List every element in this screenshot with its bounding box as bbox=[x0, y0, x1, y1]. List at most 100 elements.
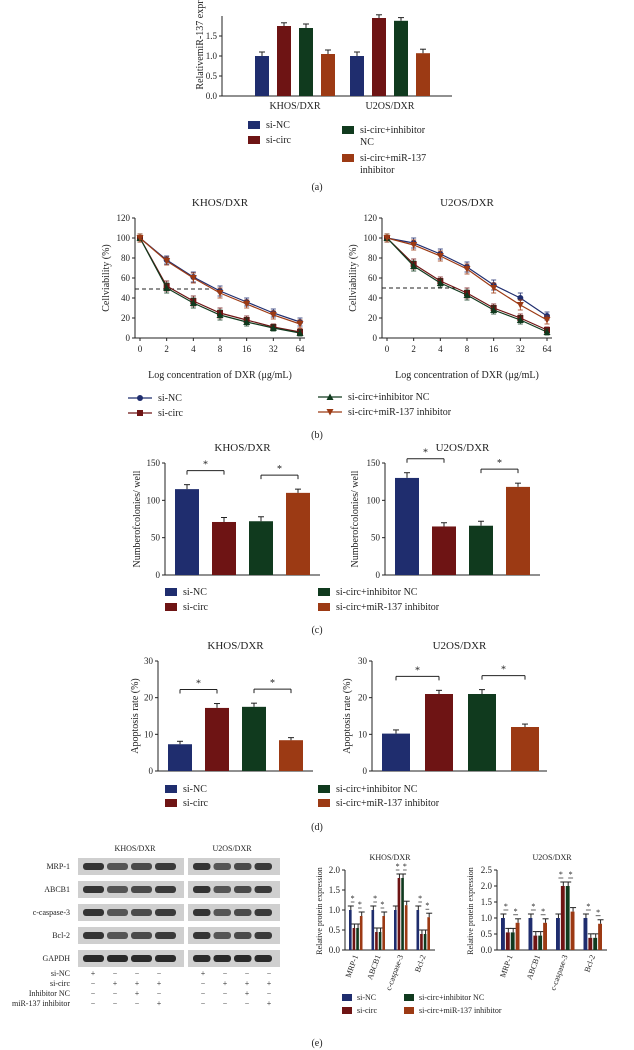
panel-label-d: (d) bbox=[311, 822, 323, 833]
e1-title: KHOS/DXR bbox=[370, 853, 412, 862]
e1-significance-star: * bbox=[425, 901, 429, 910]
wb-cell-line-label: KHOS/DXR bbox=[115, 844, 157, 853]
a-bar bbox=[255, 56, 269, 96]
wb-condition-mark: − bbox=[201, 979, 206, 988]
c2-y-tick-label: 50 bbox=[371, 533, 381, 543]
wb-condition-mark: + bbox=[245, 979, 250, 988]
c-legend-label: si-NC bbox=[183, 587, 207, 598]
wb-band bbox=[131, 886, 152, 893]
b2-y-tick-label: 80 bbox=[368, 253, 378, 263]
wb-band bbox=[83, 955, 104, 962]
d1-bar bbox=[279, 740, 303, 771]
c2-title: U2OS/DXR bbox=[436, 442, 490, 454]
wb-band bbox=[83, 886, 104, 893]
e1-bar bbox=[423, 934, 427, 950]
b1-data-point bbox=[163, 284, 171, 291]
b2-data-point bbox=[410, 262, 418, 269]
e-legend-swatch bbox=[342, 1007, 352, 1014]
e1-significance-star: * bbox=[380, 900, 384, 909]
b-legend-marker bbox=[326, 409, 334, 416]
a-y-tick-label: 0.5 bbox=[206, 71, 218, 81]
d1-y-tick-label: 30 bbox=[144, 656, 154, 666]
c1-bar bbox=[175, 489, 199, 575]
e1-bar bbox=[349, 910, 352, 950]
e2-significance-star: * bbox=[514, 907, 518, 916]
d2-y-label: Apoptosis rate (%) bbox=[342, 678, 353, 754]
wb-condition-label: si-NC bbox=[51, 969, 70, 978]
e2-bar bbox=[543, 922, 547, 950]
d2-y-tick-label: 0 bbox=[363, 766, 368, 776]
e1-bar bbox=[378, 932, 382, 950]
wb-condition-mark: + bbox=[135, 989, 140, 998]
c-legend-swatch bbox=[165, 588, 177, 596]
d2-y-tick-label: 20 bbox=[358, 693, 368, 703]
e1-significance-star: * bbox=[351, 894, 355, 903]
b1-data-point bbox=[216, 290, 224, 297]
wb-band bbox=[193, 909, 211, 916]
a-legend-label: si-circ bbox=[266, 135, 292, 146]
e1-y-tick-label: 0.5 bbox=[329, 925, 341, 935]
wb-band bbox=[107, 955, 128, 962]
wb-condition-mark: − bbox=[91, 999, 96, 1008]
b2-y-tick-label: 40 bbox=[368, 293, 378, 303]
b2-series-line bbox=[386, 237, 548, 321]
e1-category-label: c-caspase-3 bbox=[384, 954, 405, 992]
wb-band bbox=[131, 909, 152, 916]
e2-bar bbox=[560, 886, 565, 950]
a-bar bbox=[350, 56, 364, 96]
wb-condition-mark: − bbox=[135, 999, 140, 1008]
e2-bar bbox=[565, 886, 570, 950]
a-legend-swatch bbox=[342, 126, 354, 134]
e1-category-label: Bcl-2 bbox=[413, 954, 428, 974]
b2-y-tick-label: 60 bbox=[368, 273, 378, 283]
e-legend-label: si-circ+inhibitor NC bbox=[419, 993, 484, 1002]
e1-bar bbox=[394, 910, 397, 950]
e1-bar bbox=[382, 916, 385, 950]
e2-y-tick-label: 2.5 bbox=[481, 865, 493, 875]
a-legend-label: si-circ+miR-137 inhibitor bbox=[360, 153, 426, 176]
d1-bar bbox=[242, 706, 266, 771]
c1-y-tick-label: 50 bbox=[151, 533, 161, 543]
wb-band bbox=[107, 886, 128, 893]
b2-data-point bbox=[490, 306, 498, 313]
b2-y-tick-label: 100 bbox=[364, 233, 378, 243]
a-legend-label: si-circ+inhibitor NC bbox=[360, 125, 426, 148]
b1-x-tick-label: 2 bbox=[164, 344, 169, 354]
c2-bar bbox=[469, 525, 493, 575]
e2-y-tick-label: 1.5 bbox=[481, 897, 493, 907]
e2-significance-star: * bbox=[596, 908, 600, 917]
e1-bar bbox=[352, 928, 356, 950]
e2-bar bbox=[598, 923, 602, 950]
wb-band bbox=[213, 886, 231, 893]
c1-significance-star: * bbox=[203, 460, 208, 471]
e1-y-tick-label: 2.0 bbox=[329, 865, 341, 875]
b1-data-point bbox=[189, 299, 197, 306]
c1-bar bbox=[286, 492, 310, 575]
wb-condition-mark: − bbox=[223, 969, 228, 978]
wb-band bbox=[254, 909, 272, 916]
wb-cell-line-label: U2OS/DXR bbox=[212, 844, 252, 853]
wb-protein-label: c-caspase-3 bbox=[33, 908, 70, 917]
b1-x-tick-label: 0 bbox=[138, 344, 143, 354]
wb-band bbox=[131, 955, 152, 962]
e1-y-tick-label: 1.5 bbox=[329, 885, 341, 895]
b1-x-tick-label: 32 bbox=[269, 344, 278, 354]
c2-y-tick-label: 100 bbox=[367, 495, 381, 505]
d2-y-tick-label: 30 bbox=[358, 656, 368, 666]
d-legend-swatch bbox=[165, 799, 177, 807]
e2-significance-star: * bbox=[531, 902, 535, 911]
e2-y-label: Relative protein expression bbox=[466, 867, 475, 955]
e1-category-label: MRP-1 bbox=[344, 954, 361, 979]
e2-category-label: Bcl-2 bbox=[583, 954, 598, 974]
d1-y-label: Apoptosis rate (%) bbox=[130, 678, 141, 754]
e2-y-tick-label: 1.0 bbox=[481, 913, 493, 923]
wb-condition-mark: + bbox=[157, 999, 162, 1008]
d-legend-label: si-circ bbox=[183, 798, 209, 809]
e1-bar bbox=[356, 928, 359, 950]
a-category-label: U2OS/DXR bbox=[366, 101, 415, 112]
panel-label-a: (a) bbox=[311, 182, 322, 193]
e-legend-swatch bbox=[342, 994, 352, 1001]
c-legend-swatch bbox=[165, 603, 177, 611]
a-y-label: RelativemiR-137 expr bbox=[195, 0, 206, 90]
e1-significance-star: * bbox=[373, 894, 377, 903]
